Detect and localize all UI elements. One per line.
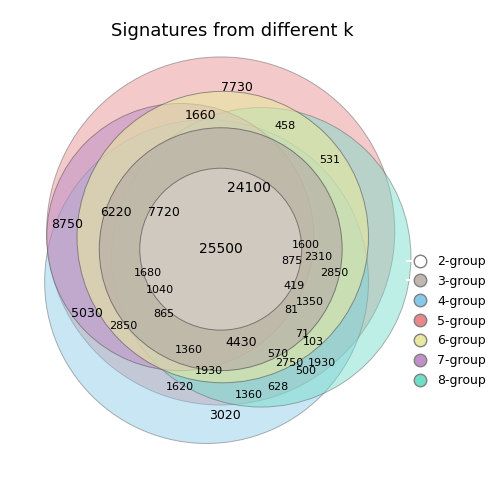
Text: 103: 103 <box>303 337 324 347</box>
Circle shape <box>77 91 368 383</box>
Text: 1620: 1620 <box>166 382 195 392</box>
Legend: 2-group, 3-group, 4-group, 5-group, 6-group, 7-group, 8-group: 2-group, 3-group, 4-group, 5-group, 6-gr… <box>402 250 491 392</box>
Circle shape <box>45 119 368 444</box>
Text: 1680: 1680 <box>134 269 162 279</box>
Circle shape <box>47 103 314 370</box>
Title: Signatures from different k: Signatures from different k <box>110 23 353 40</box>
Text: 1930: 1930 <box>308 357 336 367</box>
Text: 71: 71 <box>295 329 309 339</box>
Text: 1600: 1600 <box>292 240 320 250</box>
Text: 419: 419 <box>283 281 304 291</box>
Text: 4430: 4430 <box>225 336 257 349</box>
Text: 7720: 7720 <box>148 206 180 219</box>
Text: 7730: 7730 <box>221 81 253 94</box>
Text: 1350: 1350 <box>296 297 324 307</box>
Circle shape <box>140 168 302 330</box>
Text: 5030: 5030 <box>71 307 103 321</box>
Circle shape <box>99 128 342 370</box>
Text: 24100: 24100 <box>227 181 271 196</box>
Circle shape <box>111 107 411 407</box>
Text: 500: 500 <box>295 365 316 375</box>
Text: 531: 531 <box>320 155 341 165</box>
Text: 628: 628 <box>267 382 288 392</box>
Text: 2850: 2850 <box>109 321 138 331</box>
Circle shape <box>47 57 395 405</box>
Text: 1040: 1040 <box>146 285 174 295</box>
Text: 2310: 2310 <box>304 253 332 262</box>
Text: 875: 875 <box>281 257 302 266</box>
Text: 1660: 1660 <box>184 109 216 122</box>
Text: 570: 570 <box>267 349 288 359</box>
Text: 1360: 1360 <box>235 390 263 400</box>
Text: 2850: 2850 <box>320 269 348 279</box>
Text: 3020: 3020 <box>209 409 240 422</box>
Text: 1930: 1930 <box>195 365 223 375</box>
Text: 865: 865 <box>154 309 174 319</box>
Text: 1360: 1360 <box>174 345 202 355</box>
Text: 81: 81 <box>284 305 298 315</box>
Text: 8750: 8750 <box>51 218 83 231</box>
Text: 458: 458 <box>275 121 296 131</box>
Text: 25500: 25500 <box>199 242 242 256</box>
Text: 6220: 6220 <box>100 206 131 219</box>
Text: 2750: 2750 <box>275 357 303 367</box>
